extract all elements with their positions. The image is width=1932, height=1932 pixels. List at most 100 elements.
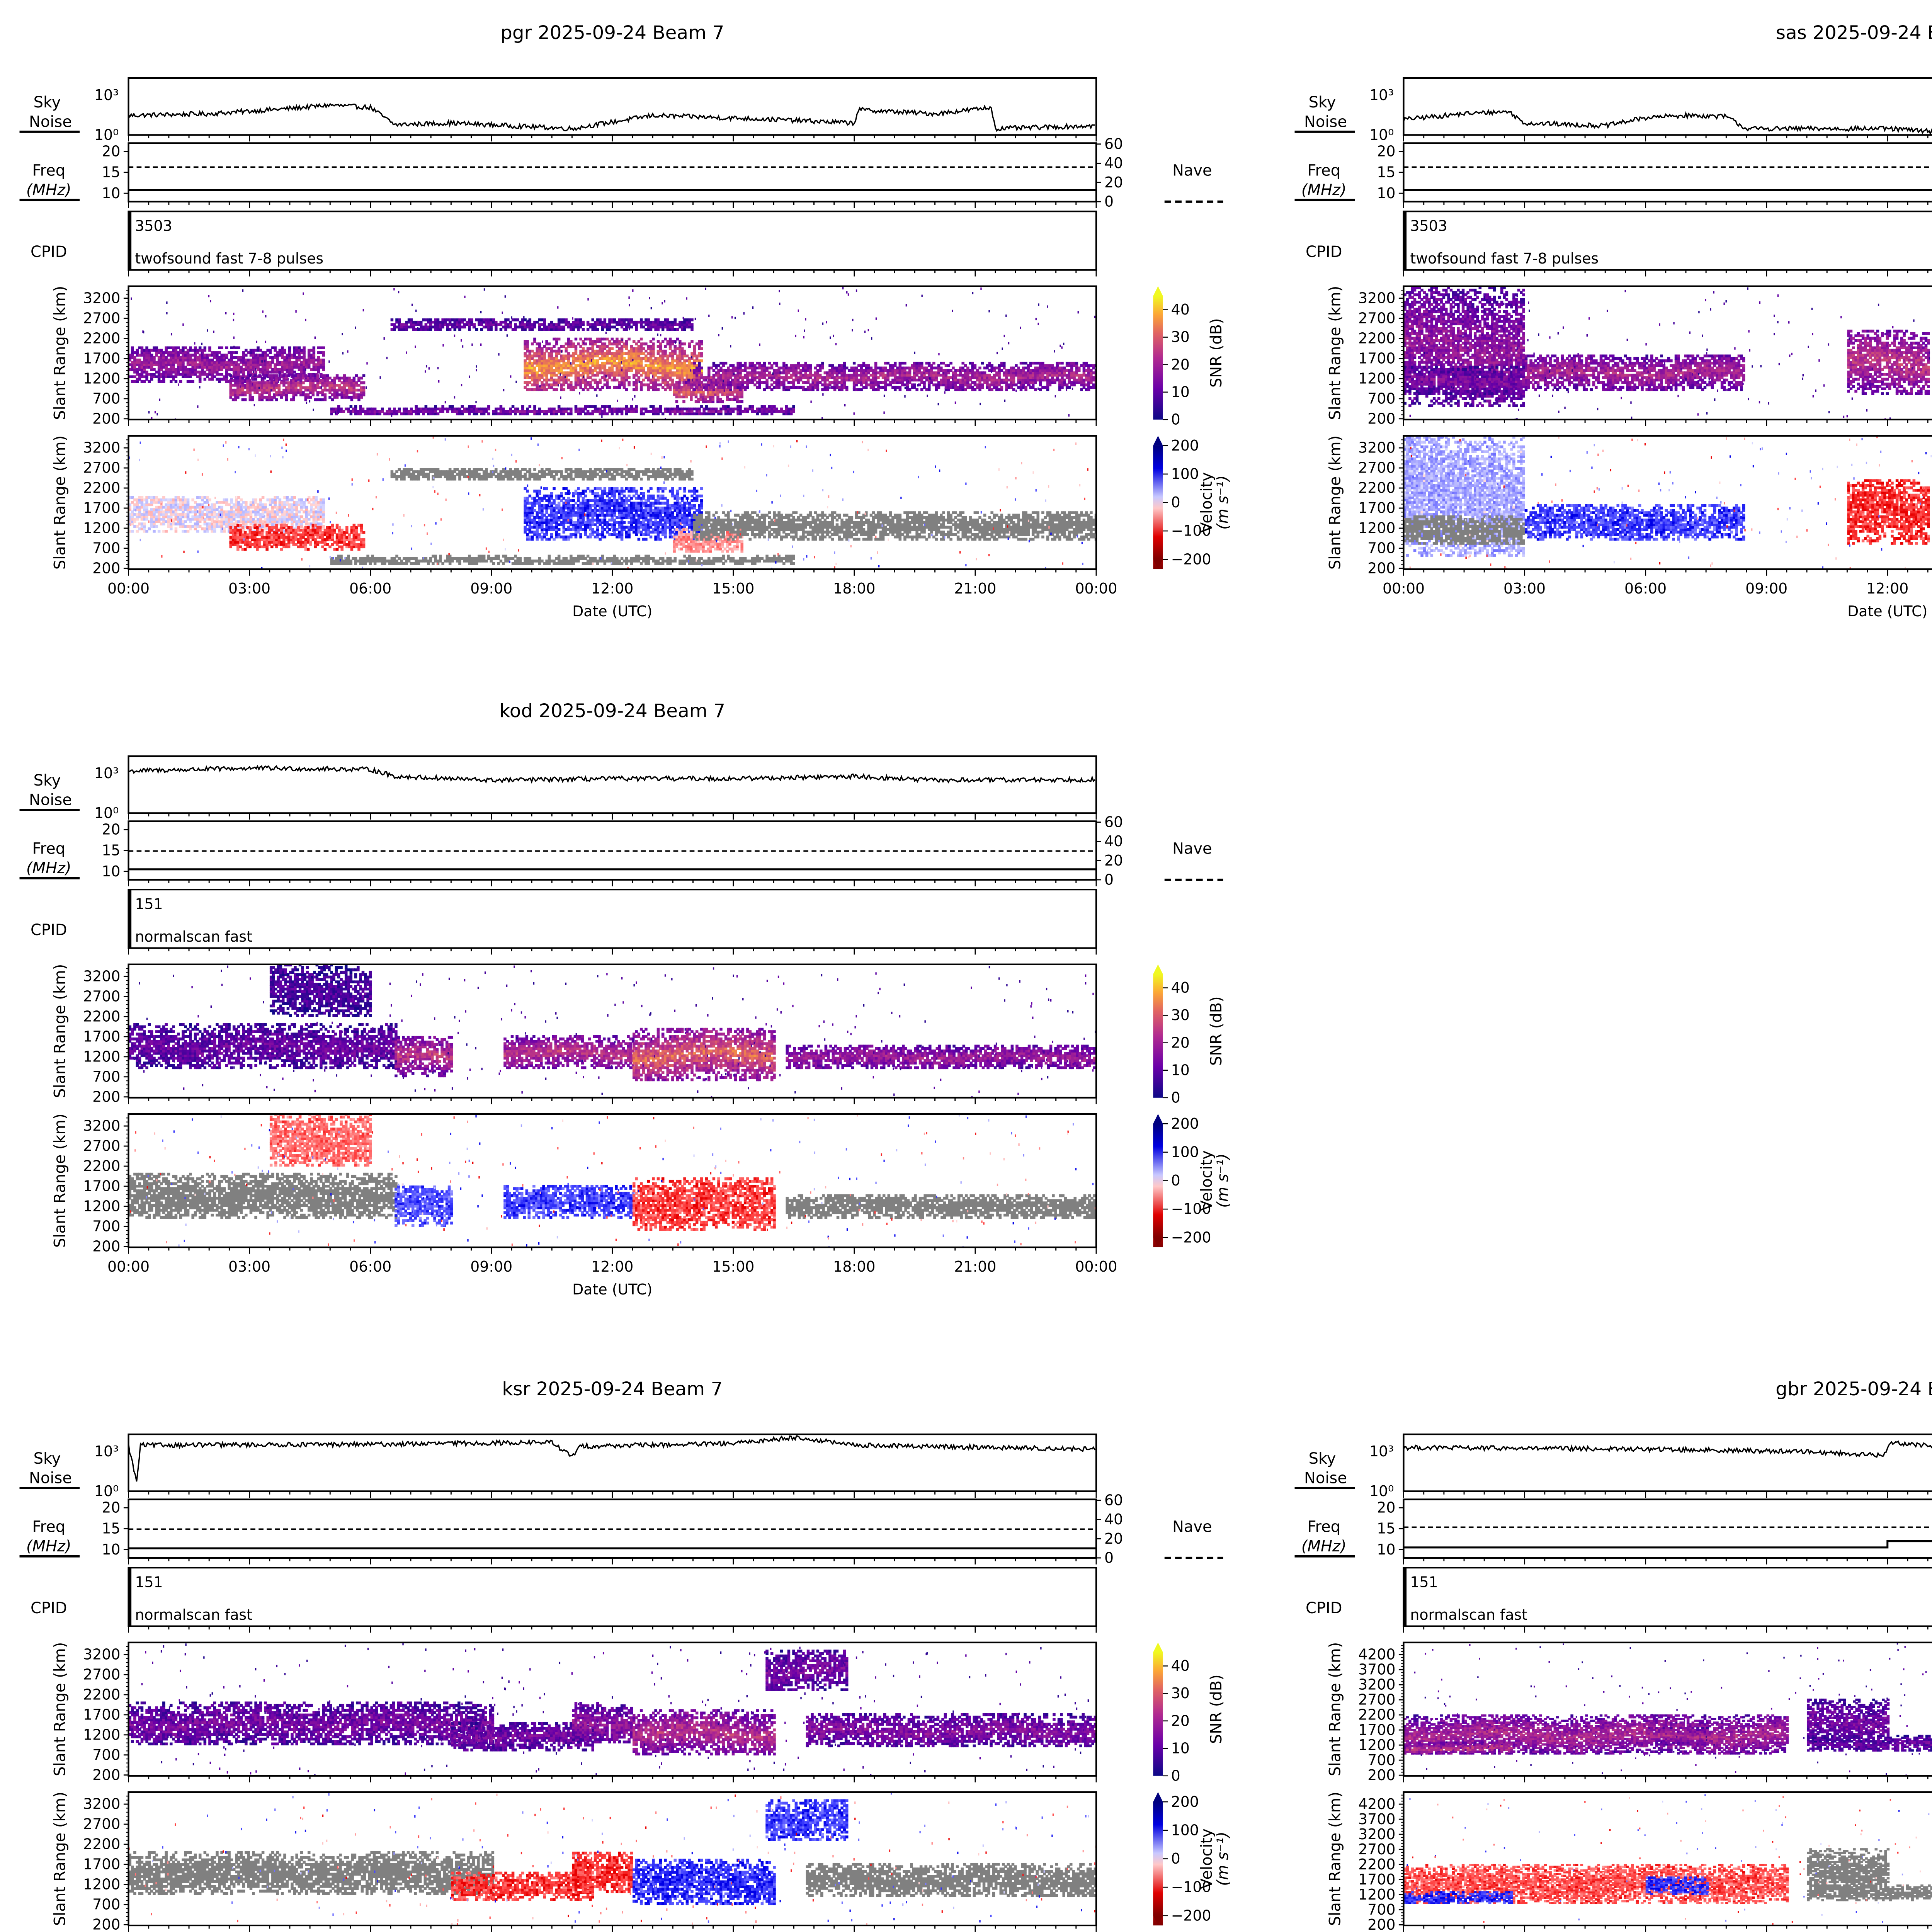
snr-cell xyxy=(550,369,553,372)
snr-cell xyxy=(1039,381,1042,384)
snr-cell xyxy=(273,386,276,389)
snr-cell xyxy=(514,410,517,413)
snr-cell xyxy=(782,362,786,365)
snr-cell xyxy=(322,366,325,369)
snr-cell xyxy=(138,346,141,349)
snr-cell xyxy=(630,320,633,324)
snr-cell xyxy=(693,374,696,377)
snr-cell xyxy=(526,325,529,329)
snr-cell xyxy=(852,376,856,379)
snr-cell xyxy=(1087,366,1090,370)
snr-cell xyxy=(265,396,269,399)
snr-cell xyxy=(833,381,837,384)
snr-cell xyxy=(1058,371,1061,374)
snr-cell xyxy=(133,363,136,366)
snr-cell xyxy=(172,371,175,374)
snr-cell xyxy=(398,328,401,331)
snr-cell xyxy=(343,396,346,399)
snr-cell xyxy=(656,407,660,411)
snr-cell xyxy=(293,356,296,359)
snr-cell xyxy=(157,375,161,378)
snr-cell xyxy=(536,410,539,413)
snr-cell xyxy=(879,366,883,370)
snr-cell xyxy=(659,320,662,324)
snr-cell xyxy=(316,398,320,401)
snr-cell xyxy=(729,410,732,413)
snr-cell xyxy=(695,369,699,372)
snr-cell xyxy=(309,381,312,384)
snr-cell xyxy=(526,349,529,353)
snr-cell xyxy=(738,390,742,394)
snr-cell xyxy=(688,323,691,326)
snr-cell xyxy=(533,366,536,370)
snr-cell xyxy=(635,325,638,329)
snr-cell xyxy=(877,381,880,384)
snr-cell xyxy=(635,405,638,408)
snr-cell xyxy=(557,405,561,408)
snr-cell xyxy=(306,376,310,380)
snr-cell xyxy=(1012,381,1015,384)
snr-cell xyxy=(668,342,672,345)
snr-cell xyxy=(555,337,558,341)
snr-cell xyxy=(676,364,679,367)
snr-cell xyxy=(162,373,165,376)
snr-cell xyxy=(656,369,660,372)
snr-cell xyxy=(673,347,677,350)
snr-cell xyxy=(738,395,742,399)
snr-cell xyxy=(138,361,141,364)
snr-cell xyxy=(596,386,599,389)
snr-cell xyxy=(257,359,260,362)
snr-cell xyxy=(285,386,288,389)
snr-cell xyxy=(584,357,587,360)
snr-cell xyxy=(303,354,306,357)
snr-cell xyxy=(249,351,253,354)
snr-cell xyxy=(1082,366,1086,370)
snr-cell xyxy=(680,407,684,411)
snr-cell xyxy=(782,381,786,384)
snr-cell xyxy=(528,410,532,413)
snr-cell xyxy=(223,366,226,369)
snr-cell xyxy=(533,374,536,377)
snr-cell xyxy=(254,378,257,381)
snr-cell xyxy=(630,369,633,372)
snr-cell xyxy=(1005,374,1008,377)
snr-cell xyxy=(328,388,332,392)
snr-cell xyxy=(956,386,960,389)
snr-cell xyxy=(541,357,544,360)
snr-cell xyxy=(676,407,679,411)
snr-cell xyxy=(371,410,374,413)
snr-cell xyxy=(269,363,272,366)
snr-cell xyxy=(321,398,324,401)
snr-cell xyxy=(1092,366,1095,370)
snr-cell xyxy=(281,361,284,364)
snr-cell xyxy=(673,388,676,391)
snr-cell xyxy=(896,381,899,384)
snr-cell xyxy=(579,366,582,370)
snr-cell xyxy=(157,363,161,366)
snr-cell xyxy=(203,349,207,352)
snr-cell xyxy=(683,407,686,411)
snr-cell xyxy=(753,371,757,374)
snr-cell xyxy=(675,381,679,384)
snr-cell xyxy=(553,371,556,374)
snr-cell xyxy=(1027,364,1030,367)
snr-cell xyxy=(881,386,885,389)
snr-cell xyxy=(918,362,921,365)
snr-cell xyxy=(639,320,643,324)
snr-cell xyxy=(959,378,962,382)
snr-cell xyxy=(637,320,641,324)
snr-cell xyxy=(816,383,820,386)
snr-cell xyxy=(601,357,604,360)
snr-cell xyxy=(603,412,607,415)
snr-cell xyxy=(652,320,655,324)
snr-cell xyxy=(995,383,998,386)
snr-cell xyxy=(773,381,776,384)
snr-cell xyxy=(586,362,590,365)
snr-cell xyxy=(315,368,318,371)
snr-cell xyxy=(167,375,170,378)
snr-cell xyxy=(131,356,134,359)
snr-cell xyxy=(727,369,730,372)
snr-cell xyxy=(1058,378,1061,382)
snr-cell xyxy=(461,320,464,324)
snr-cell xyxy=(1058,388,1061,391)
